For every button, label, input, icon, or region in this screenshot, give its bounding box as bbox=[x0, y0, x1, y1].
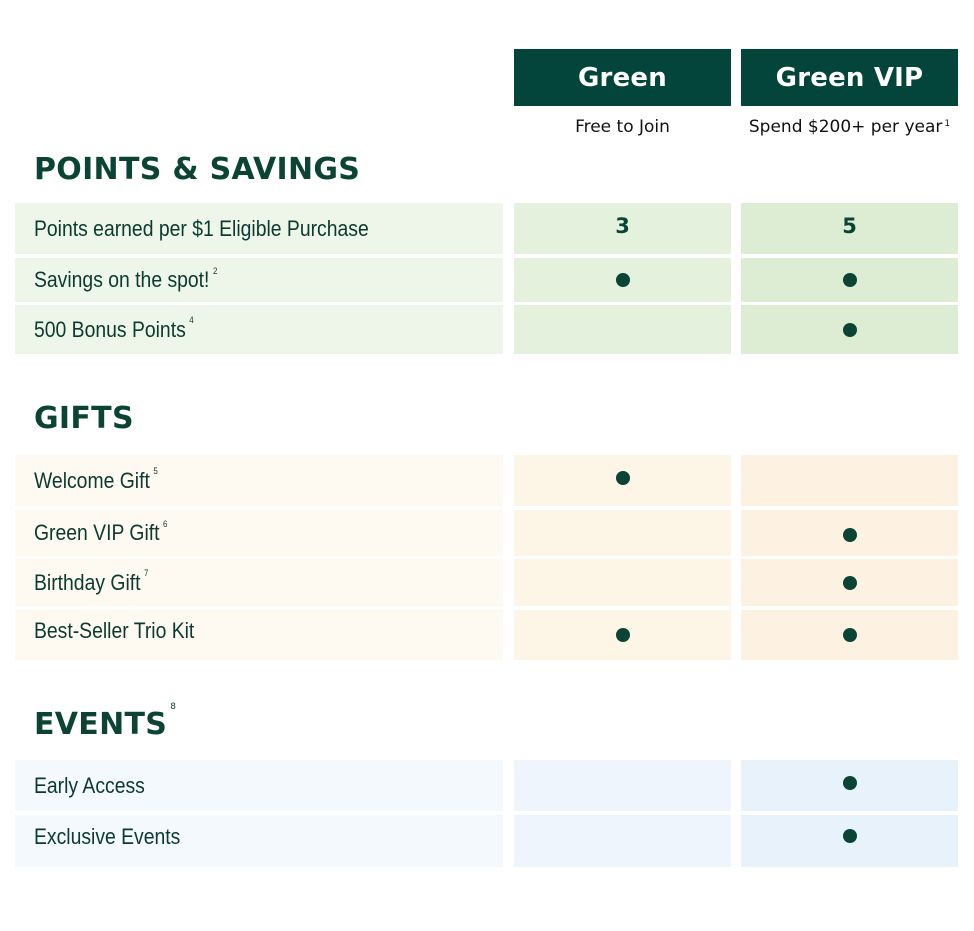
included-dot-icon bbox=[615, 470, 630, 485]
row-label-text: Welcome Gift bbox=[34, 467, 150, 493]
tier-subtitle-text: Spend $200+ per year bbox=[748, 117, 943, 137]
row-value-green bbox=[514, 305, 731, 354]
section-title-text: EVENTS bbox=[34, 707, 168, 742]
row-value-vip bbox=[741, 760, 958, 811]
included-dot-icon bbox=[842, 528, 857, 542]
row-label: Welcome Gift 5 bbox=[15, 455, 503, 506]
tier-header-green: Green bbox=[514, 49, 731, 106]
included-dot-icon bbox=[615, 628, 630, 642]
row-value-vip bbox=[741, 559, 958, 606]
tier-subtitle-green: Free to Join bbox=[514, 114, 731, 140]
row-value-green bbox=[514, 815, 731, 867]
row-value-vip bbox=[741, 258, 958, 302]
included-dot-icon bbox=[842, 628, 857, 642]
row-label: Exclusive Events bbox=[15, 815, 503, 867]
row-label-text: Savings on the spot! bbox=[34, 267, 210, 292]
tier-header-green-vip: Green VIP bbox=[741, 49, 958, 106]
row-value-green bbox=[514, 760, 731, 811]
footnote-marker: 5 bbox=[153, 466, 158, 477]
row-value-vip: 5 bbox=[741, 203, 958, 254]
row-label-text: Best-Seller Trio Kit bbox=[34, 618, 195, 643]
section-title-gifts: GIFTS bbox=[34, 401, 134, 436]
row-label: Points earned per $1 Eligible Purchase bbox=[15, 203, 503, 254]
row-label-text: Points earned per $1 Eligible Purchase bbox=[34, 215, 369, 241]
footnote-marker: 1 bbox=[944, 119, 951, 129]
row-label-text: Exclusive Events bbox=[34, 824, 181, 849]
footnote-marker: 8 bbox=[170, 702, 177, 712]
row-label: Savings on the spot! 2 bbox=[15, 258, 503, 302]
row-label-text: Green VIP Gift bbox=[34, 520, 160, 545]
row-value-green bbox=[514, 559, 731, 606]
included-dot-icon bbox=[842, 322, 857, 337]
row-value-vip bbox=[741, 510, 958, 556]
row-value-green: 3 bbox=[514, 203, 731, 254]
footnote-marker: 7 bbox=[144, 568, 149, 579]
included-dot-icon bbox=[615, 273, 630, 287]
row-value-green bbox=[514, 610, 731, 660]
row-label: Early Access bbox=[15, 760, 503, 811]
row-label-text: Birthday Gift bbox=[34, 569, 141, 595]
footnote-marker: 6 bbox=[163, 518, 168, 529]
row-label: Green VIP Gift 6 bbox=[15, 510, 503, 556]
row-label: 500 Bonus Points 4 bbox=[15, 305, 503, 354]
section-title-events: EVENTS 8 bbox=[34, 702, 176, 742]
row-label: Best-Seller Trio Kit bbox=[15, 610, 503, 660]
tier-subtitle-green-vip: Spend $200+ per year 1 bbox=[741, 114, 958, 140]
points-value-vip: 5 bbox=[842, 213, 857, 238]
section-title-text: GIFTS bbox=[34, 401, 134, 436]
row-label-text: 500 Bonus Points bbox=[34, 316, 186, 342]
row-value-green bbox=[514, 455, 731, 506]
included-dot-icon bbox=[842, 775, 857, 790]
footnote-marker: 4 bbox=[189, 315, 194, 326]
row-value-green bbox=[514, 258, 731, 302]
row-label-text: Early Access bbox=[34, 772, 145, 798]
row-value-vip bbox=[741, 455, 958, 506]
section-title-text: POINTS & SAVINGS bbox=[34, 152, 361, 187]
included-dot-icon bbox=[842, 829, 857, 843]
row-label: Birthday Gift 7 bbox=[15, 559, 503, 606]
row-value-green bbox=[514, 510, 731, 556]
points-value-green: 3 bbox=[615, 213, 630, 238]
included-dot-icon bbox=[842, 575, 857, 590]
footnote-marker: 2 bbox=[212, 265, 218, 276]
row-value-vip bbox=[741, 305, 958, 354]
row-value-vip bbox=[741, 610, 958, 660]
included-dot-icon bbox=[842, 273, 857, 287]
section-title-points-savings: POINTS & SAVINGS bbox=[34, 152, 360, 187]
row-value-vip bbox=[741, 815, 958, 867]
tier-subtitle-text: Free to Join bbox=[575, 117, 670, 137]
